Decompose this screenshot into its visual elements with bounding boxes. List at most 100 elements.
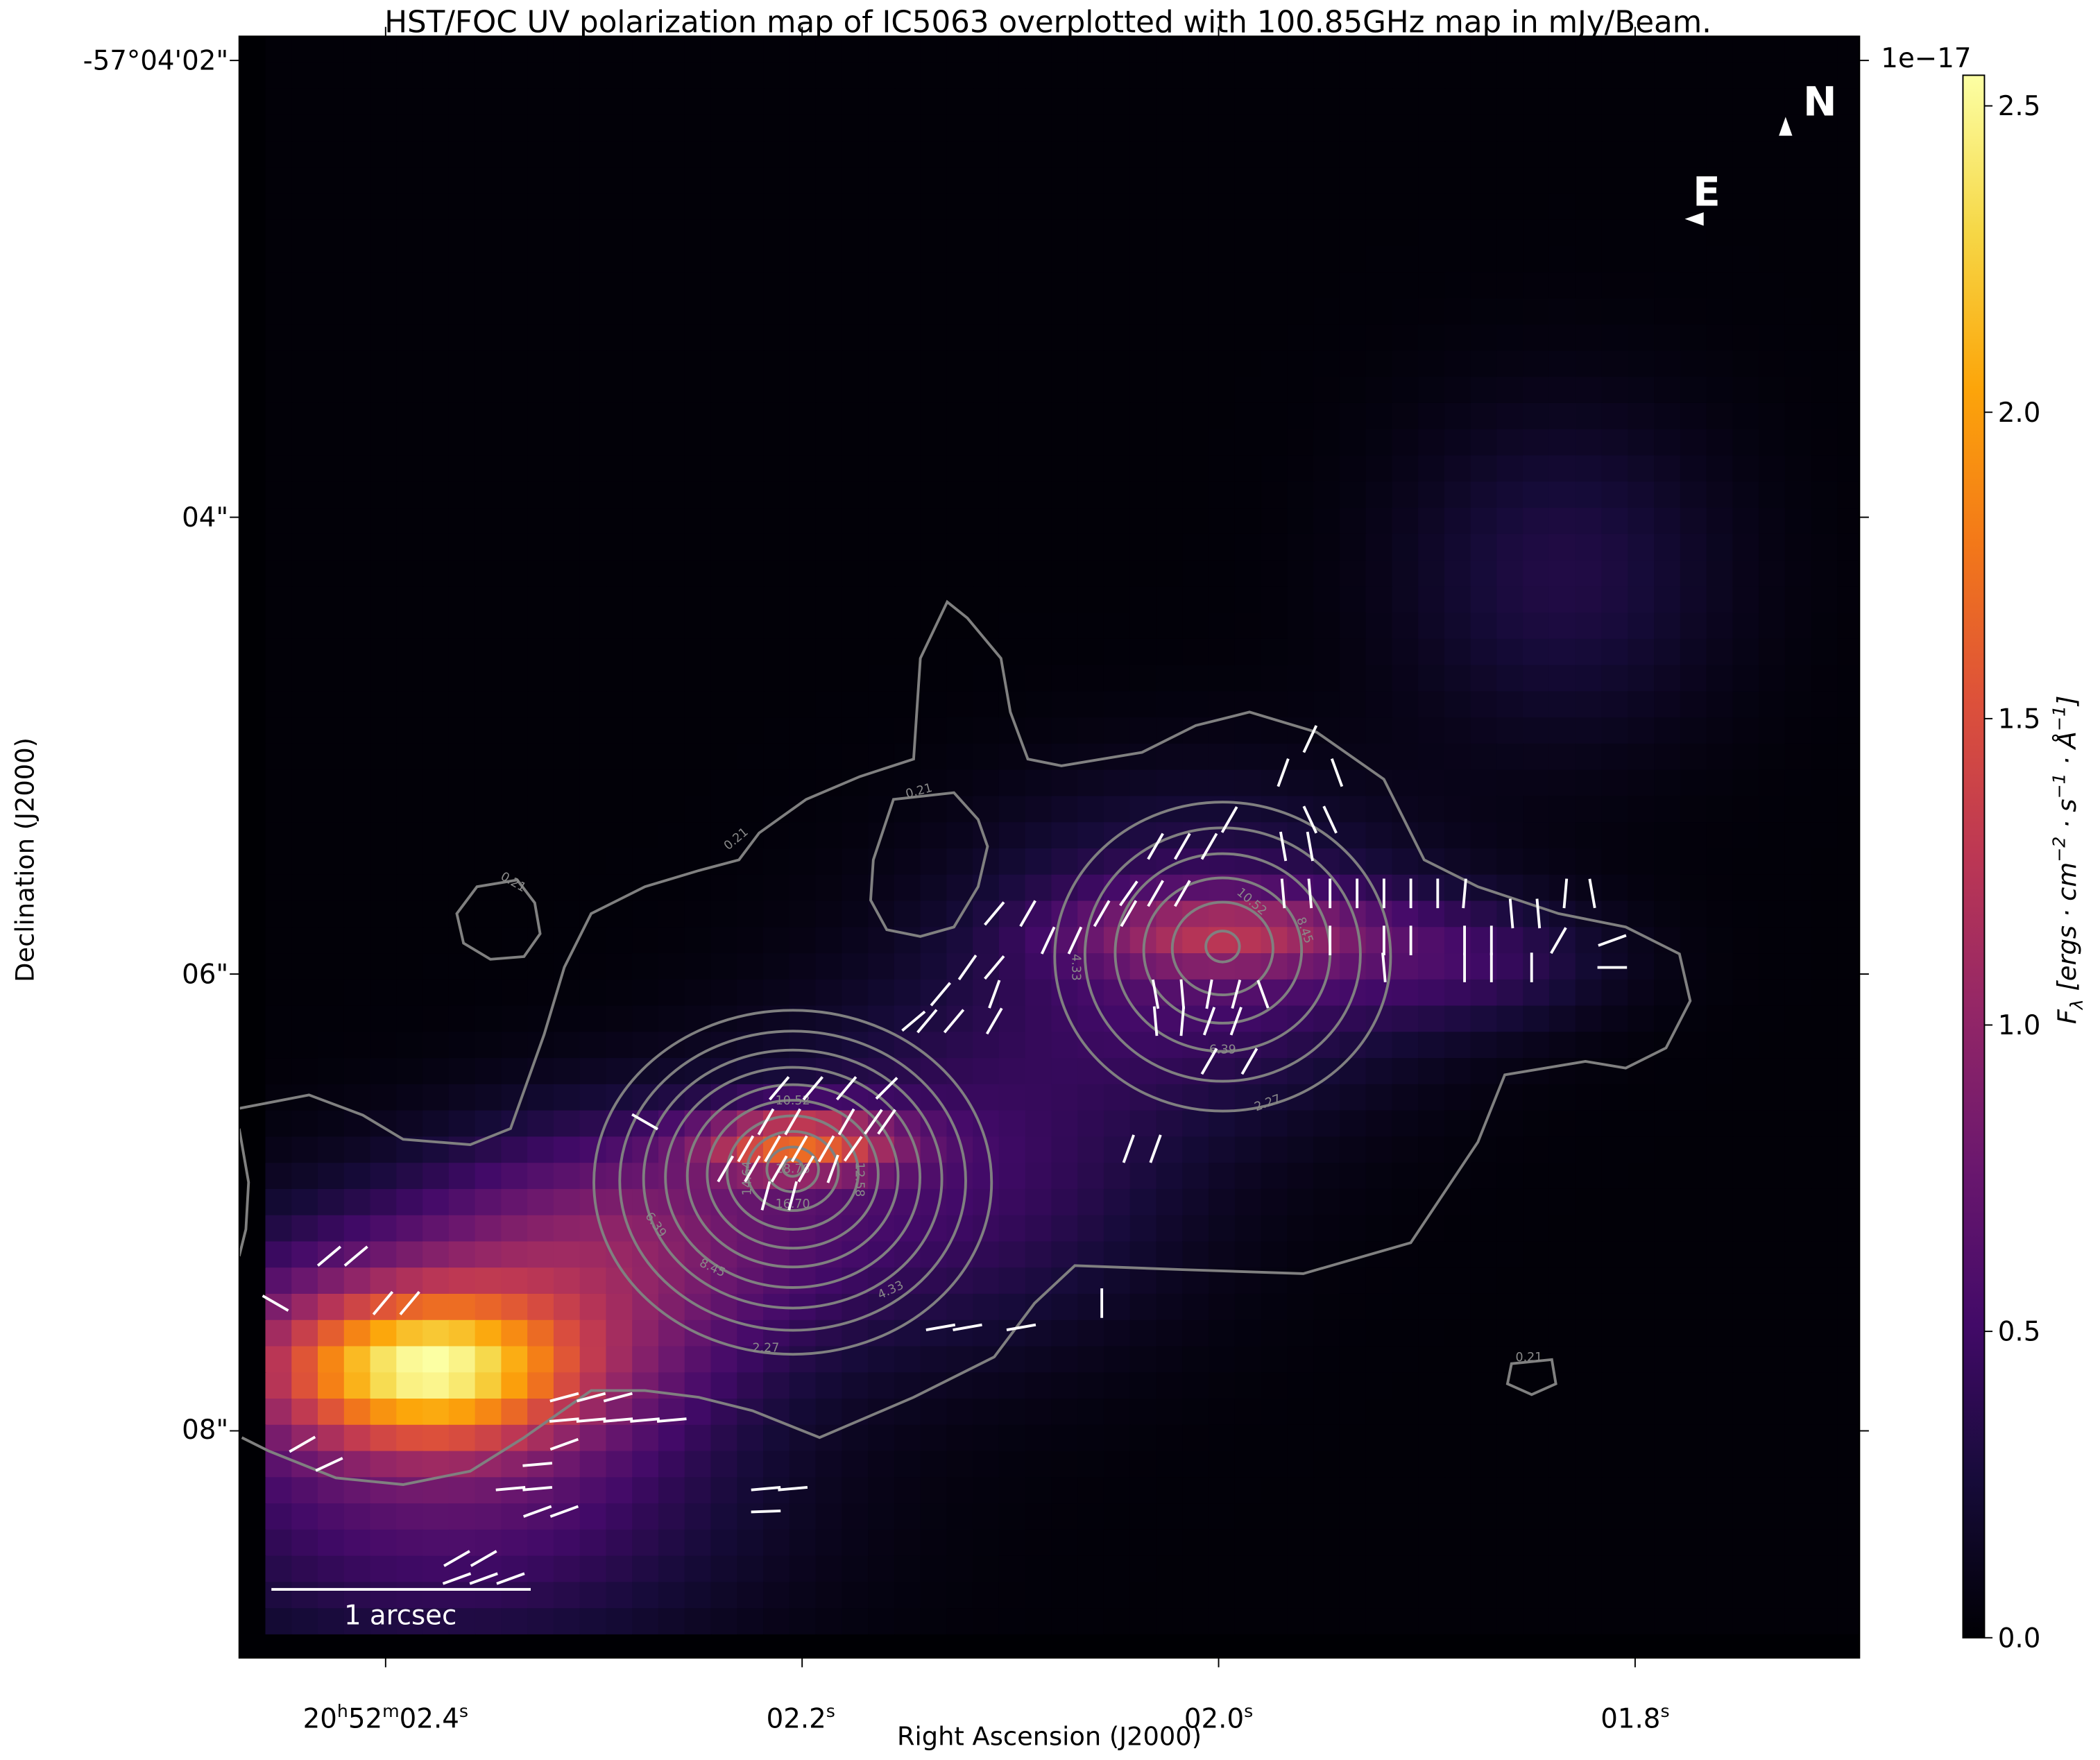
heatmap-cell <box>1548 796 1576 823</box>
heatmap-cell <box>1418 324 1446 352</box>
heatmap-cell <box>475 402 502 430</box>
heatmap-cell <box>1418 1582 1446 1609</box>
heatmap-cell <box>1156 613 1184 640</box>
polarization-vector <box>1149 1134 1162 1163</box>
heatmap-cell <box>658 1608 685 1636</box>
heatmap-cell <box>868 1032 896 1059</box>
heatmap-cell <box>1837 1451 1860 1478</box>
heatmap-cell <box>1209 560 1236 588</box>
heatmap-cell <box>527 1477 555 1505</box>
heatmap-cell <box>684 743 712 771</box>
heatmap-cell <box>396 246 424 273</box>
heatmap-cell <box>1365 1372 1393 1400</box>
heatmap-cell <box>920 429 948 456</box>
heatmap-cell <box>448 1608 476 1636</box>
heatmap-cell <box>291 613 319 640</box>
heatmap-cell <box>1313 1503 1341 1531</box>
heatmap-cell <box>894 114 921 142</box>
heatmap-cell <box>1496 1188 1524 1216</box>
heatmap-cell <box>396 141 424 169</box>
heatmap-cell <box>1051 665 1079 692</box>
heatmap-cell <box>973 927 1000 955</box>
heatmap-cell <box>239 481 266 509</box>
heatmap-cell <box>842 508 869 535</box>
heatmap-cell <box>1548 272 1576 300</box>
heatmap-cell <box>343 1293 371 1321</box>
heatmap-cell <box>265 324 293 352</box>
heatmap-cell <box>1392 402 1419 430</box>
heatmap-cell <box>1287 1058 1315 1086</box>
heatmap-cell <box>710 88 738 116</box>
heatmap-cell <box>606 979 633 1007</box>
heatmap-cell <box>737 377 765 404</box>
heatmap-cell <box>448 167 476 195</box>
heatmap-cell <box>1811 691 1838 719</box>
heatmap-cell <box>815 822 843 850</box>
heatmap-cell <box>920 822 948 850</box>
heatmap-cell <box>606 796 633 823</box>
heatmap-cell <box>1680 769 1707 797</box>
heatmap-cell <box>1706 560 1734 588</box>
heatmap-cell <box>789 1634 817 1658</box>
heatmap-cell <box>1287 1136 1315 1164</box>
heatmap-cell <box>1628 874 1655 902</box>
heatmap-cell <box>1025 691 1052 719</box>
heatmap-cell <box>422 508 450 535</box>
heatmap-cell <box>370 1582 398 1609</box>
heatmap-cell <box>1129 1032 1157 1059</box>
heatmap-cell <box>396 900 424 928</box>
heatmap-cell <box>1261 219 1288 247</box>
heatmap-cell <box>422 874 450 902</box>
heatmap-cell <box>868 953 896 980</box>
heatmap-cell <box>1182 350 1210 378</box>
heatmap-cell <box>1523 874 1551 902</box>
heatmap-cell <box>1392 927 1419 955</box>
heatmap-cell <box>1706 272 1734 300</box>
heatmap-cell <box>1811 900 1838 928</box>
heatmap-cell <box>737 193 765 221</box>
heatmap-cell <box>946 1241 974 1269</box>
heatmap-cell <box>1313 508 1341 535</box>
heatmap-cell <box>998 1215 1026 1242</box>
heatmap-cell <box>842 1608 869 1636</box>
heatmap-cell <box>1234 350 1262 378</box>
heatmap-cell <box>1706 1399 1734 1426</box>
heatmap-cell <box>1051 1503 1079 1531</box>
heatmap-cell <box>920 874 948 902</box>
heatmap-cell <box>1287 1634 1315 1658</box>
heatmap-cell <box>1784 1319 1812 1347</box>
heatmap-cell <box>318 1293 345 1321</box>
heatmap-cell <box>1706 429 1734 456</box>
heatmap-cell <box>632 1634 660 1658</box>
heatmap-cell <box>1654 1319 1681 1347</box>
heatmap-cell <box>789 638 817 666</box>
heatmap-cell <box>501 586 529 614</box>
heatmap-cell <box>1051 613 1079 640</box>
heatmap-cell <box>1837 1005 1860 1033</box>
heatmap-cell <box>1575 1032 1603 1059</box>
heatmap-cell <box>1759 665 1786 692</box>
heatmap-cell <box>1261 1241 1288 1269</box>
heatmap-cell <box>1706 1215 1734 1242</box>
heatmap-cell <box>1365 324 1393 352</box>
polarization-vector <box>957 954 978 981</box>
heatmap-cell <box>1601 1110 1629 1138</box>
heatmap-cell <box>1732 324 1760 352</box>
heatmap-cell <box>579 560 607 588</box>
heatmap-cell <box>318 1634 345 1658</box>
colorbar-tick-label: 1.0 <box>1998 1010 2041 1041</box>
heatmap-cell <box>632 1555 660 1583</box>
heatmap-cell <box>1470 429 1498 456</box>
heatmap-cell <box>1051 88 1079 116</box>
heatmap-cell <box>1234 848 1262 875</box>
heatmap-cell <box>1732 1163 1760 1190</box>
heatmap-cell <box>1759 769 1786 797</box>
colorbar-tick-label: 2.5 <box>1998 91 2041 122</box>
heatmap-cell <box>1025 1555 1052 1583</box>
heatmap-cell <box>1470 246 1498 273</box>
polarization-vector <box>770 1155 788 1183</box>
heatmap-cell <box>1470 1477 1498 1505</box>
heatmap-cell <box>1496 88 1524 116</box>
heatmap-cell <box>291 377 319 404</box>
heatmap-cell <box>318 1319 345 1347</box>
